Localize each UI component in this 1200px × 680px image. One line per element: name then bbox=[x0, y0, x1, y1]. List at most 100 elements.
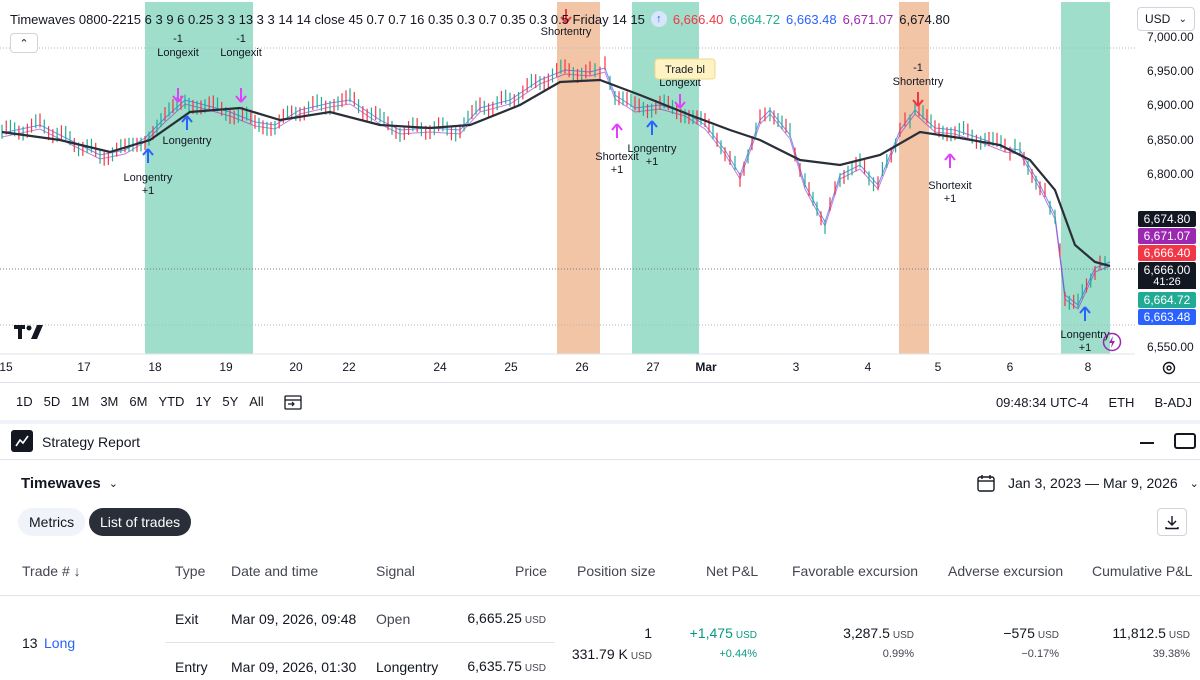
chevron-up-icon: ⌃ bbox=[19, 37, 29, 50]
strategy-report-icon[interactable] bbox=[11, 430, 33, 452]
legend-value-red: 6,666.40 bbox=[672, 11, 724, 27]
signal-label: Longentry bbox=[1061, 329, 1110, 341]
signal-label: Longentry bbox=[628, 143, 677, 155]
chart-area[interactable]: -1 Longexit -1 Longexit Longentry Longentry +1… bbox=[0, 0, 1200, 382]
legend-value-green: 6,664.72 bbox=[729, 11, 781, 27]
time-axis-label: 15 bbox=[0, 360, 13, 374]
tab-metrics[interactable]: Metrics bbox=[18, 508, 86, 536]
strategy-zone bbox=[145, 2, 253, 354]
exit-datetime: Mar 09, 2026, 09:48 bbox=[231, 611, 357, 627]
period-1d[interactable]: 1D bbox=[16, 394, 33, 409]
session-toggle[interactable]: ETH bbox=[1108, 394, 1135, 410]
time-axis-label: 18 bbox=[148, 360, 162, 374]
clock-time[interactable]: 09:48:34 UTC-4 bbox=[995, 394, 1089, 410]
table-header-divider bbox=[0, 595, 1200, 596]
toolbar-right: 09:48:34 UTC-4 ETH B-ADJ bbox=[996, 383, 1192, 421]
strategy-zone bbox=[632, 2, 699, 354]
date-range-icon[interactable] bbox=[282, 392, 304, 412]
period-3m[interactable]: 3M bbox=[100, 394, 119, 409]
legend-value-blue: 6,663.48 bbox=[786, 11, 837, 27]
time-axis-label: 20 bbox=[289, 360, 303, 374]
signal-qty: +1 bbox=[1079, 342, 1092, 354]
price-axis-label: 6,850.00 bbox=[1147, 133, 1194, 147]
download-icon bbox=[1165, 516, 1179, 530]
period-6m[interactable]: 6M bbox=[129, 394, 148, 409]
signal-label: Shortentry bbox=[893, 76, 944, 88]
time-axis-label: 25 bbox=[504, 360, 518, 374]
trade-number: 13 bbox=[22, 635, 38, 651]
col-net-pl: Net P&L bbox=[706, 563, 759, 579]
col-trade-number[interactable]: Trade # ↓ bbox=[22, 563, 81, 579]
period-1y[interactable]: 1Y bbox=[195, 394, 212, 409]
strategy-selector[interactable]: Timewaves ⌄ bbox=[21, 475, 118, 492]
price-axis-label: 6,950.00 bbox=[1147, 64, 1194, 78]
report-title[interactable]: Strategy Report bbox=[42, 434, 141, 450]
arrow-up-icon[interactable]: ↑ bbox=[650, 11, 667, 27]
entry-signal: Longentry bbox=[376, 659, 439, 675]
entry-datetime: Mar 09, 2026, 01:30 bbox=[231, 659, 357, 675]
price-tag: 6,666.40 bbox=[1138, 245, 1196, 261]
currency-unit: USD bbox=[524, 615, 546, 626]
col-price: Price bbox=[515, 563, 547, 579]
date-range-selector[interactable]: Jan 3, 2023 — Mar 9, 2026 ⌄ bbox=[976, 473, 1199, 493]
download-button[interactable] bbox=[1157, 508, 1187, 536]
net-pl-cell: +1,475 USD bbox=[690, 625, 757, 641]
signal-qty: -1 bbox=[173, 33, 183, 45]
period-5d[interactable]: 5D bbox=[43, 394, 61, 409]
gear-icon[interactable] bbox=[1161, 360, 1177, 376]
legend-title: Timewaves 0800-2215 6 3 9 6 0.25 3 3 13 … bbox=[10, 11, 645, 27]
maximize-icon[interactable] bbox=[1174, 433, 1196, 449]
tradingview-logo-icon[interactable] bbox=[14, 325, 44, 341]
price-tag: 6,664.72 bbox=[1138, 292, 1196, 308]
period-ytd[interactable]: YTD bbox=[158, 394, 185, 409]
exit-price: 6,665.25 bbox=[467, 610, 522, 626]
currency-select[interactable]: USD ⌄ bbox=[1137, 7, 1195, 31]
tab-list-of-trades[interactable]: List of trades bbox=[89, 508, 192, 536]
trade-side[interactable]: Long bbox=[44, 635, 76, 651]
trade-tooltip bbox=[654, 58, 716, 80]
strategy-zone bbox=[899, 2, 929, 354]
exit-type: Exit bbox=[175, 611, 199, 627]
signal-label: Longexit bbox=[157, 47, 199, 59]
signal-label: Longentry bbox=[124, 172, 173, 184]
col-adverse-excursion: Adverse excursion bbox=[948, 563, 1064, 579]
currency-label: USD bbox=[1145, 12, 1171, 26]
adverse-excursion: −575 bbox=[1003, 625, 1035, 641]
lightning-icon[interactable] bbox=[1102, 332, 1122, 352]
time-axis-label: 8 bbox=[1085, 360, 1092, 374]
period-all[interactable]: All bbox=[249, 394, 264, 409]
period-buttons: 1D 5D 1M 3M 6M YTD 1Y 5Y All bbox=[12, 394, 268, 409]
signal-label: Longexit bbox=[659, 77, 701, 89]
signal-arrow-icon bbox=[181, 115, 193, 130]
signal-label: Shortentry bbox=[541, 26, 592, 38]
period-5y[interactable]: 5Y bbox=[222, 394, 239, 409]
signal-label: Longexit bbox=[220, 47, 262, 59]
cumulative-pl: 11,812.5 bbox=[1112, 625, 1166, 641]
adjustment-toggle[interactable]: B-ADJ bbox=[1154, 394, 1192, 410]
price-axis-label: 7,000.00 bbox=[1147, 30, 1194, 44]
minimize-icon[interactable] bbox=[1140, 442, 1154, 444]
price-tag: 6,674.80 bbox=[1138, 211, 1196, 227]
adverse-percent: −0.17% bbox=[1021, 648, 1059, 660]
currency-unit: USD bbox=[1037, 630, 1059, 641]
price-axis-label: 6,900.00 bbox=[1147, 98, 1194, 112]
exit-signal: Open bbox=[376, 611, 411, 627]
indicator-legend: Timewaves 0800-2215 6 3 9 6 0.25 3 3 13 … bbox=[10, 10, 950, 28]
price-axis-label: 6,800.00 bbox=[1147, 167, 1194, 181]
period-1m[interactable]: 1M bbox=[71, 394, 90, 409]
signal-qty: -1 bbox=[236, 33, 246, 45]
signal-arrow-icon bbox=[674, 94, 686, 109]
price-tag: 6,663.48 bbox=[1138, 309, 1196, 325]
position-value: 331.79 K bbox=[571, 646, 628, 662]
price-tag: 6,671.07 bbox=[1138, 228, 1196, 244]
currency-unit: USD bbox=[524, 663, 546, 674]
signal-arrow-icon bbox=[235, 88, 247, 103]
panel-separator[interactable] bbox=[0, 420, 1200, 424]
cumulative-percent: 39.38% bbox=[1152, 648, 1190, 660]
currency-unit: USD bbox=[735, 630, 757, 641]
col-date-time: Date and time bbox=[231, 563, 319, 579]
signal-arrow-icon bbox=[172, 88, 184, 103]
price-chart[interactable]: -1Longexit-1LongexitLongentryLongentry+1… bbox=[0, 0, 1200, 382]
strategy-zone bbox=[1061, 2, 1110, 354]
legend-collapse-button[interactable]: ⌃ bbox=[10, 33, 38, 53]
